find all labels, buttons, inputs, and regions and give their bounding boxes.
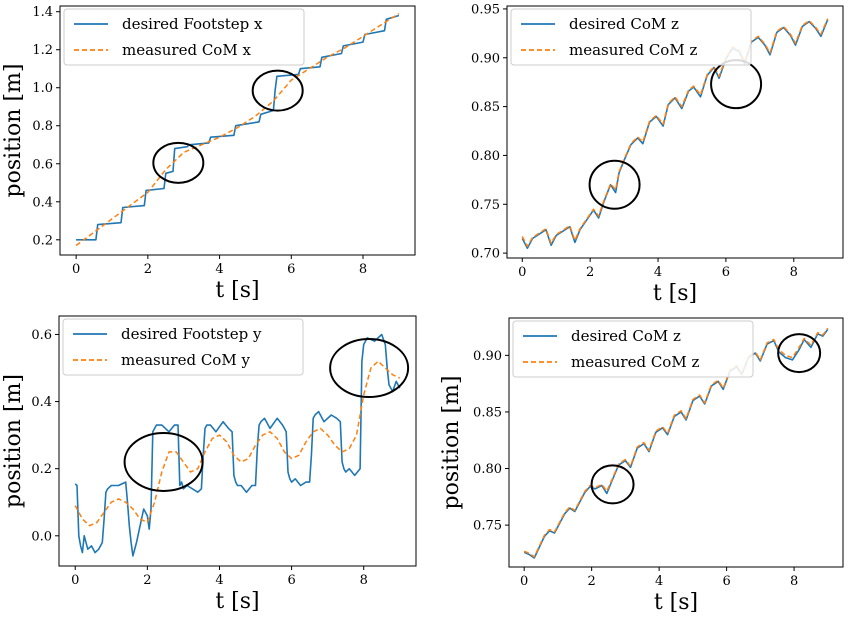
x-tick-label: 6 [287, 573, 295, 588]
x-tick-label: 6 [722, 265, 730, 280]
annotation-circle [588, 159, 641, 210]
annotation-circle [152, 141, 205, 184]
legend-label: measured CoM x [122, 41, 251, 59]
y-tick-label: 0.90 [471, 51, 500, 66]
x-axis-label: t [s] [654, 590, 698, 615]
y-tick-label: 0.4 [31, 395, 52, 410]
legend-label: measured CoM z [571, 353, 699, 371]
series-group [74, 333, 401, 557]
y-tick-label: 0.2 [32, 233, 53, 248]
legend-label: measured CoM y [121, 351, 250, 369]
series-line-desired-footstep-x [76, 14, 400, 241]
y-tick-label: 0.0 [31, 529, 52, 544]
x-tick-label: 4 [215, 573, 223, 588]
y-tick-label: 0.2 [31, 462, 52, 477]
y-tick-label: 0.6 [32, 157, 53, 172]
x-tick-label: 2 [588, 574, 596, 589]
y-tick-label: 0.8 [32, 119, 53, 134]
legend-label: desired CoM z [569, 15, 679, 33]
chart-panel-bottom-left: 0 2 4 6 8 0.0 0.2 0.4 0.6 t [s] position [m] desire… [1, 315, 417, 614]
annotation-circle [123, 431, 204, 492]
legend-box [62, 318, 304, 376]
x-axis-label: t [s] [215, 589, 259, 614]
legend-label: measured CoM z [569, 41, 697, 59]
y-tick-label: 0.70 [471, 247, 500, 262]
x-tick-label: 6 [722, 574, 730, 589]
x-tick-label: 0 [518, 265, 526, 280]
x-axis-label: t [s] [215, 278, 259, 303]
legend-label: desired Footstep x [122, 15, 263, 33]
series-line-measured-com-z [521, 18, 829, 248]
y-tick-label: 0.90 [473, 349, 502, 364]
y-axis-label: position [m] [439, 376, 464, 510]
x-tick-label: 0 [71, 573, 79, 588]
legend-box [510, 8, 752, 66]
x-tick-label: 0 [72, 262, 80, 277]
y-tick-label: 0.6 [31, 328, 52, 343]
y-axis-label: position [m] [1, 374, 26, 508]
x-axis-label: t [s] [653, 281, 697, 306]
x-tick-label: 8 [790, 574, 798, 589]
chart-panel-top-right: 0 2 4 6 8 0.70 0.75 0.80 0.85 0.90 0.95 t [s] desire… [471, 2, 844, 306]
y-tick-label: 0.80 [471, 149, 500, 164]
x-tick-label: 8 [359, 262, 367, 277]
x-tick-label: 6 [287, 262, 295, 277]
chart-panel-top-left: 0 2 4 6 8 0.2 0.4 0.6 0.8 1.0 1.2 1.4 t [s] position … [1, 5, 416, 303]
x-tick-label: 8 [360, 573, 368, 588]
legend-label: desired CoM z [571, 327, 681, 345]
y-tick-label: 0.85 [471, 100, 500, 115]
legend-box [63, 8, 305, 66]
y-tick-label: 0.4 [32, 195, 53, 210]
y-tick-label: 0.80 [473, 462, 502, 477]
chart-panel-bottom-right: 0 2 4 6 8 0.75 0.80 0.85 0.90 t [s] position [m] de… [439, 317, 844, 615]
y-tick-label: 0.75 [473, 519, 502, 534]
y-tick-label: 0.85 [473, 405, 502, 420]
x-tick-label: 4 [655, 574, 663, 589]
y-tick-label: 0.95 [471, 2, 500, 17]
legend-box [512, 320, 754, 378]
legend-label: desired Footstep y [121, 325, 262, 343]
y-axis-label: position [m] [1, 64, 26, 198]
annotation-circle [251, 69, 304, 112]
x-tick-label: 0 [520, 574, 528, 589]
x-tick-label: 2 [586, 265, 594, 280]
annotation-circle [590, 464, 635, 505]
y-tick-label: 1.2 [32, 43, 53, 58]
x-tick-label: 4 [654, 265, 662, 280]
series-group [521, 18, 829, 249]
x-tick-label: 4 [215, 262, 223, 277]
series-line-measured-com-x [75, 12, 400, 247]
y-tick-label: 0.75 [471, 198, 500, 213]
series-line-desired-footstep-y [74, 333, 401, 557]
y-tick-label: 1.0 [32, 81, 53, 96]
x-tick-label: 2 [143, 573, 151, 588]
annotation-circle [329, 338, 410, 399]
y-tick-label: 1.4 [32, 5, 53, 20]
annotation-circle [777, 333, 822, 374]
x-tick-label: 2 [144, 262, 152, 277]
x-tick-label: 8 [790, 265, 798, 280]
series-group [75, 12, 400, 247]
series-line-measured-com-y [74, 360, 401, 527]
